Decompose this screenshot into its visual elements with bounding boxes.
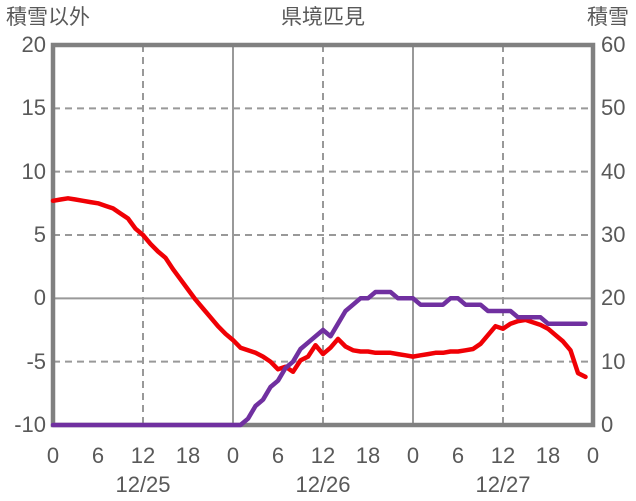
date-label: 12/26 [295, 472, 351, 497]
right-axis-tick-label: 30 [601, 222, 626, 247]
x-axis-tick-label: 18 [175, 443, 201, 468]
x-axis-tick-label: 18 [535, 443, 561, 468]
x-axis-tick-label: 0 [406, 443, 420, 468]
x-axis-tick-label: 0 [46, 443, 60, 468]
left-axis-tick-label: 15 [21, 95, 46, 121]
right-axis-tick-label: 20 [601, 285, 626, 311]
x-axis-tick-label: 12 [130, 443, 156, 468]
x-axis-tick-label: 12 [310, 443, 336, 468]
snow-depth-line [50, 289, 588, 428]
x-axis-tick-label: 12 [490, 443, 516, 468]
right-axis-tick-label: 50 [601, 95, 626, 121]
left-axis-tick-label: 5 [33, 222, 46, 247]
chart-title: 県境匹見 [281, 6, 365, 29]
x-axis-tick-label: 6 [91, 443, 105, 468]
temperature-line [50, 196, 588, 380]
left-axis-tick-label: 20 [21, 32, 46, 57]
x-axis-tick-label: 6 [451, 443, 465, 468]
x-axis-tick-label: 18 [355, 443, 381, 468]
x-axis-tick-label: 0 [586, 443, 600, 468]
x-axis-tick-label: 6 [271, 443, 285, 468]
left-axis-tick-label: 0 [33, 285, 46, 311]
right-axis-tick-label: 0 [601, 412, 614, 437]
right-axis-tick-label: 60 [601, 32, 626, 57]
date-label: 12/27 [475, 472, 531, 497]
right-axis-tick-label: 40 [601, 158, 626, 184]
left-axis-tick-label: -10 [14, 412, 46, 437]
right-axis-tick-label: 10 [601, 348, 626, 374]
left-axis-tick-label: 10 [21, 158, 46, 184]
date-label: 12/25 [115, 472, 171, 497]
left-axis-title: 積雪以外 [6, 6, 90, 29]
left-axis-tick-label: -5 [26, 348, 46, 374]
right-axis-title: 積雪 [587, 6, 629, 29]
plot-frame [50, 42, 596, 428]
x-axis-tick-label: 0 [226, 443, 240, 468]
